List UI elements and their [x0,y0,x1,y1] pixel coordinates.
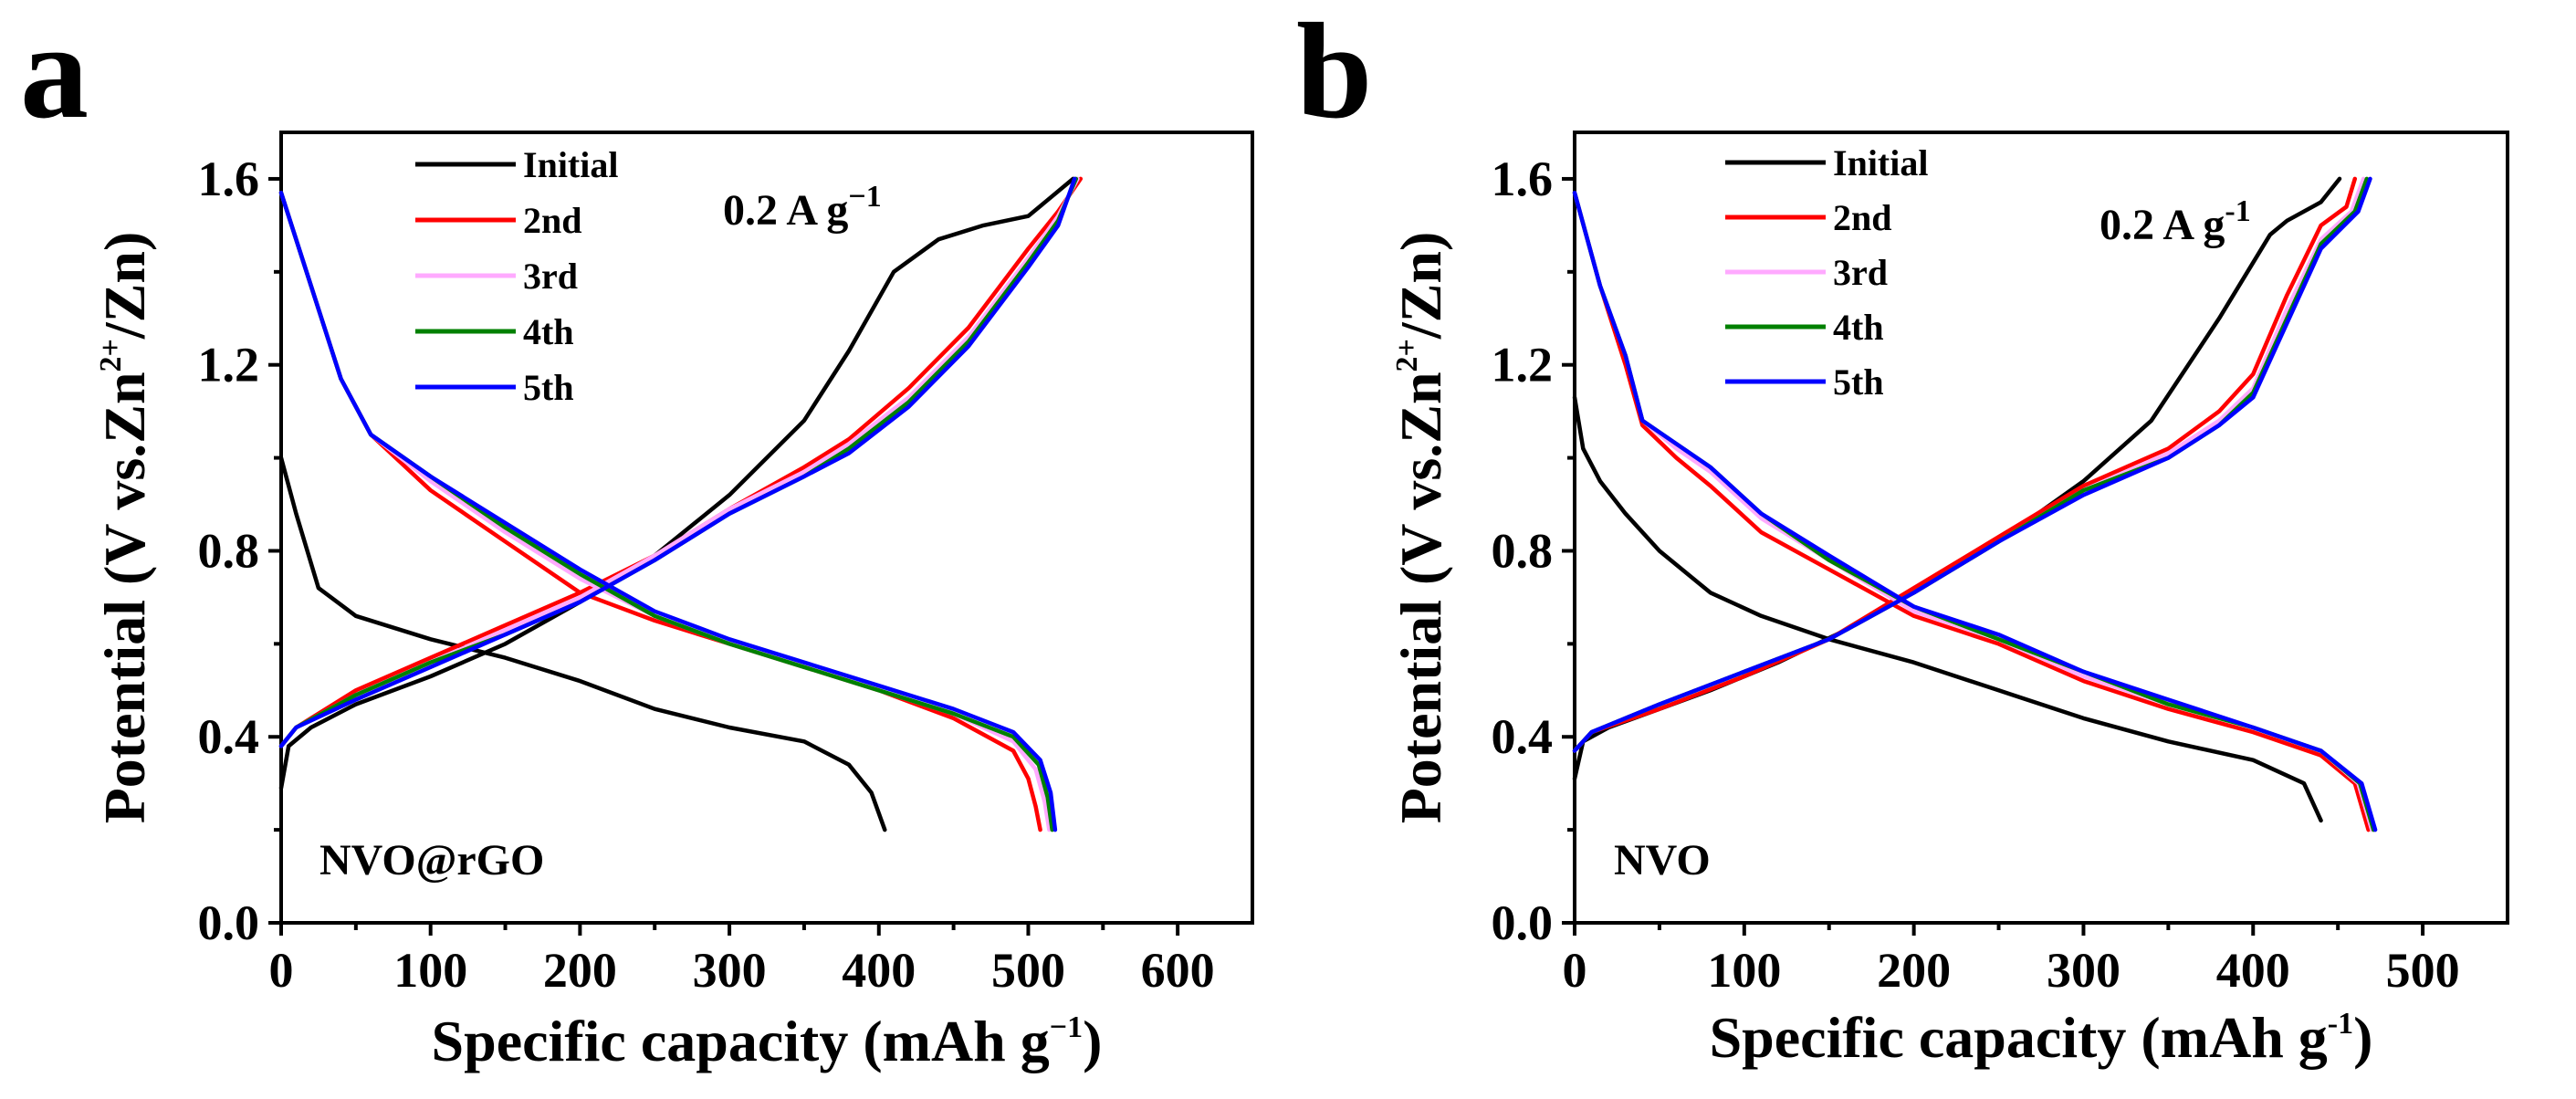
series-5th-discharge-b [1572,190,2378,832]
ticks-b: 0 100 200 300 400 500 0.0 0.4 0.8 1.2 1.6 [1492,152,2460,998]
panel-a: a 0 100 200 300 400 500 600 0.0 0.4 0.8 1.2 1.6 Ini… [20,0,1254,1073]
rate-annotation-b: 0.2 A g-1 [2100,194,2251,249]
y-tick-label-b: 0.0 [1492,895,1554,950]
series-5th-discharge-a [278,190,1058,832]
legend-label-2nd-b: 2nd [1833,197,1892,238]
legend-label-4th-b: 4th [1833,307,1884,348]
y-tick-label-b: 0.4 [1492,709,1554,764]
x-tick-label-b: 100 [1707,943,1781,998]
x-tick-label-b: 200 [1877,943,1951,998]
legend-label-initial-a: Initial [523,144,618,185]
panel-b: b 0 100 200 300 400 500 0.0 0.4 0.8 1.2 1.6 Initia… [1296,0,2509,1070]
y-tick-label-a: 0.4 [198,709,260,764]
plot-frame-a [279,131,1254,925]
rate-annotation-a: 0.2 A g−1 [723,180,882,235]
series-lines-a [278,176,1084,832]
legend-label-5th-a: 5th [523,367,574,408]
legend-label-3rd-a: 3rd [523,256,578,297]
legend-label-2nd-a: 2nd [523,200,582,241]
x-tick-label-a: 600 [1141,943,1215,998]
x-tick-label-b: 300 [2047,943,2120,998]
y-axis-label-a: Potential (V vs.Zn2+/Zn) [92,232,157,824]
x-tick-label-a: 200 [543,943,617,998]
x-tick-label-a: 400 [842,943,916,998]
x-tick-label-a: 0 [269,943,294,998]
panel-letter-b: b [1296,0,1372,147]
ticks-a: 0 100 200 300 400 500 600 0.0 0.4 0.8 1.2 1.6 [198,152,1215,998]
y-axis-label-b: Potential (V vs.Zn2+/Zn) [1388,232,1453,824]
series-initial-charge-a [278,176,1075,790]
y-tick-label-a: 0.8 [198,523,260,578]
legend-label-4th-a: 4th [523,311,574,352]
legend-label-5th-b: 5th [1833,361,1884,403]
legend-label-3rd-b: 3rd [1833,252,1888,293]
x-tick-label-b: 400 [2216,943,2290,998]
x-axis-label-a: Specific capacity (mAh g−1) [432,1009,1103,1073]
y-tick-label-b: 1.2 [1492,338,1554,392]
legend-label-initial-b: Initial [1833,142,1928,183]
series-lines-b [1572,176,2378,832]
series-5th-charge-b [1572,176,2372,753]
legend-a: Initial 2nd 3rd 4th 5th [415,144,618,408]
series-5th-charge-a [278,176,1077,748]
y-tick-label-a: 1.2 [198,338,260,392]
plot-frame-b [1573,131,2509,925]
x-tick-label-a: 100 [393,943,467,998]
series-2nd-charge-b [1572,176,2358,753]
y-tick-label-a: 1.6 [198,152,260,206]
x-axis-label-b: Specific capacity (mAh g-1) [1710,1005,2373,1070]
x-tick-label-b: 0 [1563,943,1587,998]
sample-label-a: NVO@rGO [319,836,544,884]
x-tick-label-b: 500 [2386,943,2460,998]
panel-letter-a: a [20,0,89,147]
x-tick-label-a: 500 [991,943,1065,998]
x-tick-label-a: 300 [693,943,767,998]
y-tick-label-b: 0.8 [1492,523,1554,578]
sample-label-b: NVO [1614,836,1711,884]
series-initial-discharge-a [278,455,887,832]
y-tick-label-a: 0.0 [198,895,260,950]
legend-b: Initial 2nd 3rd 4th 5th [1725,142,1928,403]
y-tick-label-b: 1.6 [1492,152,1554,206]
